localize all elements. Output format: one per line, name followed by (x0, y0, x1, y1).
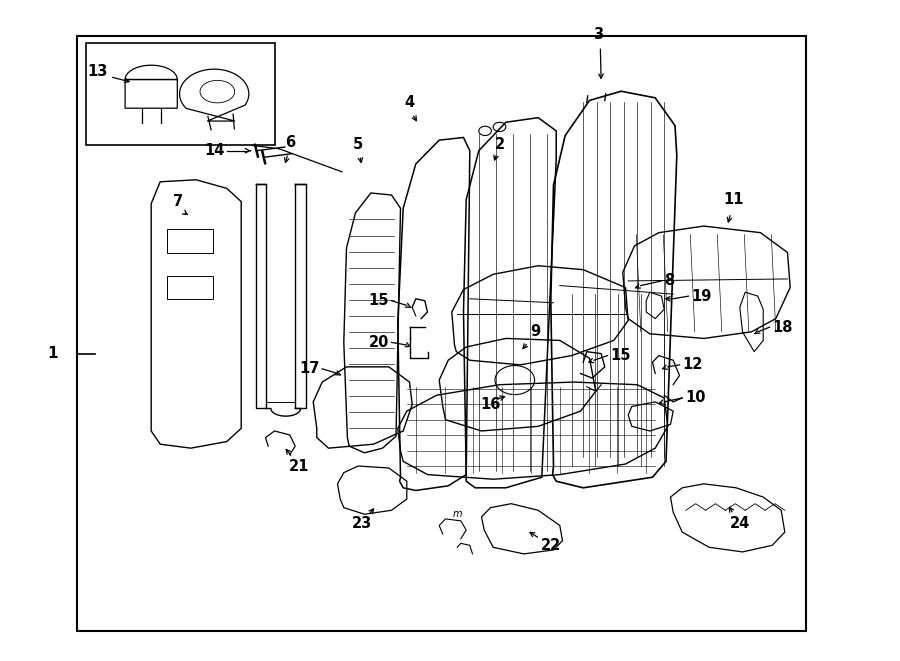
Bar (166, 276, 213, 299)
Text: 21: 21 (289, 459, 309, 473)
Text: 24: 24 (730, 516, 750, 531)
Bar (166, 229, 213, 253)
Text: 18: 18 (772, 320, 793, 334)
Text: 23: 23 (352, 516, 372, 531)
Text: 9: 9 (530, 325, 541, 339)
Text: 19: 19 (691, 289, 712, 303)
Text: 17: 17 (299, 362, 320, 376)
Text: 6: 6 (284, 135, 295, 149)
Text: 2: 2 (494, 137, 505, 151)
Text: 14: 14 (204, 143, 224, 158)
Text: 15: 15 (610, 348, 631, 363)
Text: 1: 1 (47, 346, 58, 361)
Text: 20: 20 (368, 335, 389, 350)
Bar (76, 36, 806, 631)
Text: 10: 10 (686, 391, 706, 405)
Bar (86, 43, 274, 145)
Text: 16: 16 (481, 397, 500, 412)
Text: 22: 22 (541, 538, 561, 553)
Text: m: m (453, 509, 462, 520)
Text: 8: 8 (664, 274, 674, 288)
Text: 11: 11 (724, 192, 743, 207)
Text: 5: 5 (353, 137, 364, 151)
Text: 12: 12 (682, 358, 703, 372)
Text: 4: 4 (404, 95, 415, 110)
Text: 13: 13 (87, 64, 107, 79)
Text: 3: 3 (593, 27, 604, 42)
Text: 15: 15 (368, 293, 389, 308)
Text: 7: 7 (173, 194, 184, 209)
